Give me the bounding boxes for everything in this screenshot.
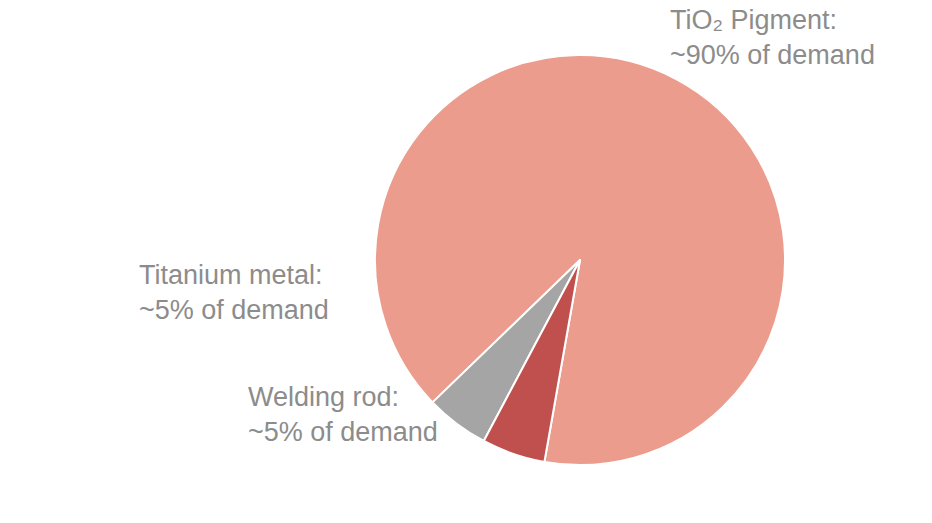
svg-text:Titanium metal:~5% of demand: Titanium metal:~5% of demand (139, 260, 329, 325)
svg-text:Welding rod:~5% of demand: Welding rod:~5% of demand (248, 382, 438, 447)
svg-text:TiO₂ Pigment:~90% of demand: TiO₂ Pigment:~90% of demand (670, 5, 875, 70)
